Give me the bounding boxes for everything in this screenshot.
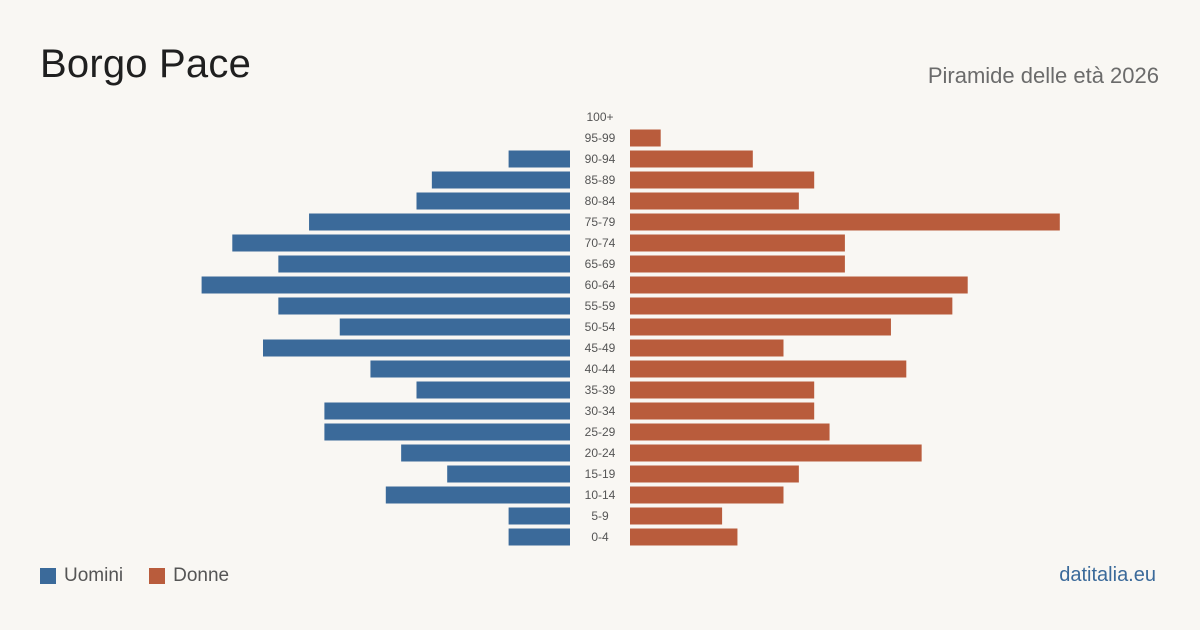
- bar-men-80-84: [416, 192, 570, 210]
- bar-women-85-89: [630, 171, 815, 189]
- age-label: 90-94: [585, 152, 616, 166]
- bar-women-0-4: [630, 528, 738, 546]
- age-label: 10-14: [585, 488, 616, 502]
- bar-women-55-59: [630, 297, 953, 315]
- legend-swatch-women: [149, 568, 166, 584]
- bar-men-75-79: [309, 213, 570, 231]
- bar-men-5-9: [508, 507, 570, 525]
- bar-women-15-19: [630, 465, 799, 483]
- bar-women-35-39: [630, 381, 815, 399]
- bar-women-95-99: [630, 129, 661, 147]
- bar-women-45-49: [630, 339, 784, 357]
- bar-men-90-94: [508, 150, 570, 168]
- legend-item-men: Uomini: [40, 565, 123, 587]
- age-label: 95-99: [585, 131, 616, 145]
- bar-men-60-64: [201, 276, 570, 294]
- bar-men-45-49: [263, 339, 570, 357]
- bar-men-85-89: [431, 171, 570, 189]
- page-title: Borgo Pace: [40, 42, 252, 86]
- bar-women-20-24: [630, 444, 922, 462]
- bar-men-25-29: [324, 423, 570, 441]
- bar-men-35-39: [416, 381, 570, 399]
- bar-men-20-24: [401, 444, 570, 462]
- bar-men-65-69: [278, 255, 570, 273]
- age-label: 25-29: [585, 425, 616, 439]
- bar-men-55-59: [278, 297, 570, 315]
- age-label: 75-79: [585, 215, 616, 229]
- age-label: 85-89: [585, 173, 616, 187]
- bar-women-80-84: [630, 192, 799, 210]
- age-label: 0-4: [591, 530, 609, 544]
- bar-women-90-94: [630, 150, 753, 168]
- bar-men-10-14: [385, 486, 570, 504]
- legend-swatch-men: [40, 568, 56, 584]
- age-label: 5-9: [591, 509, 609, 523]
- bar-women-10-14: [630, 486, 784, 504]
- source-link[interactable]: datitalia.eu: [1059, 564, 1156, 586]
- bar-women-25-29: [630, 423, 830, 441]
- chart-subtitle: Piramide delle età 2026: [927, 63, 1159, 88]
- bar-men-40-44: [370, 360, 570, 378]
- bar-women-65-69: [630, 255, 845, 273]
- age-label: 35-39: [585, 383, 616, 397]
- legend: Uomini Donne: [40, 565, 255, 587]
- age-label: 20-24: [585, 446, 616, 460]
- bar-men-50-54: [339, 318, 570, 336]
- bar-men-15-19: [447, 465, 570, 483]
- age-label: 65-69: [585, 257, 616, 271]
- age-label: 15-19: [585, 467, 616, 481]
- legend-item-women: Donne: [149, 565, 229, 587]
- bar-men-70-74: [232, 234, 571, 252]
- bar-women-70-74: [630, 234, 845, 252]
- bar-women-50-54: [630, 318, 891, 336]
- age-label: 80-84: [585, 194, 616, 208]
- age-label: 100+: [586, 110, 613, 124]
- bar-men-30-34: [324, 402, 570, 420]
- bar-women-5-9: [630, 507, 723, 525]
- age-label: 30-34: [585, 404, 616, 418]
- age-label: 50-54: [585, 320, 616, 334]
- age-label: 60-64: [585, 278, 616, 292]
- bar-men-0-4: [508, 528, 570, 546]
- bar-women-30-34: [630, 402, 815, 420]
- legend-label-men: Uomini: [64, 565, 124, 586]
- bar-women-75-79: [630, 213, 1060, 231]
- age-label: 45-49: [585, 341, 616, 355]
- bar-women-60-64: [630, 276, 968, 294]
- legend-label-women: Donne: [173, 565, 230, 586]
- age-label: 70-74: [585, 236, 616, 250]
- age-label: 40-44: [585, 362, 616, 376]
- age-label: 55-59: [585, 299, 616, 313]
- bar-women-40-44: [630, 360, 907, 378]
